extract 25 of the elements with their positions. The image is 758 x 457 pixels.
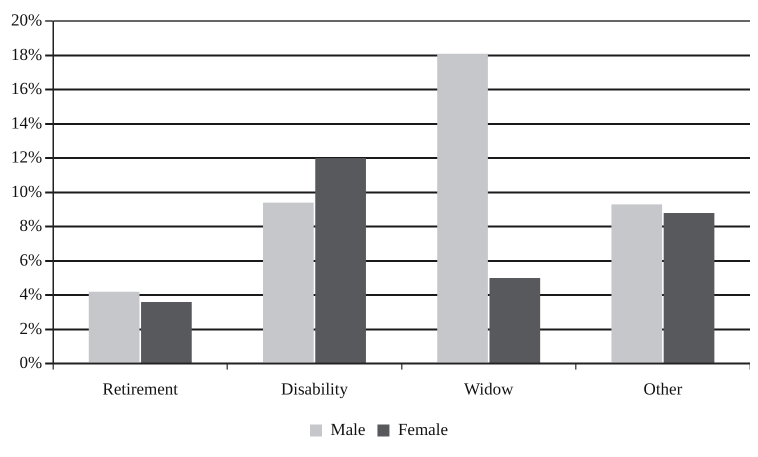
- y-tick-label: 4%: [19, 284, 42, 304]
- y-tick-label: 16%: [10, 79, 42, 98]
- legend-label: Female: [398, 420, 448, 439]
- y-tick-label: 12%: [10, 148, 42, 167]
- y-tick-label: 10%: [10, 182, 42, 201]
- x-tick-label: Retirement: [102, 379, 178, 398]
- x-tick-label: Disability: [280, 379, 348, 398]
- y-tick-label: 14%: [10, 113, 42, 132]
- y-tick-label: 8%: [19, 216, 42, 236]
- bar: [437, 54, 488, 363]
- bar: [664, 212, 714, 363]
- bar: [88, 292, 140, 363]
- y-tick-label: 6%: [19, 250, 42, 270]
- x-tick-label: Other: [644, 379, 683, 398]
- bar: [315, 158, 366, 363]
- x-tick-label: Widow: [464, 379, 514, 398]
- bar: [489, 278, 540, 363]
- y-tick-label: 0%: [19, 353, 42, 372]
- bar: [262, 202, 314, 363]
- bar: [611, 204, 662, 363]
- y-tick-label: 20%: [10, 10, 42, 30]
- legend-label: Male: [330, 420, 366, 439]
- y-tick-label: 18%: [10, 44, 42, 64]
- bar: [141, 302, 192, 363]
- y-tick-label: 2%: [19, 318, 42, 338]
